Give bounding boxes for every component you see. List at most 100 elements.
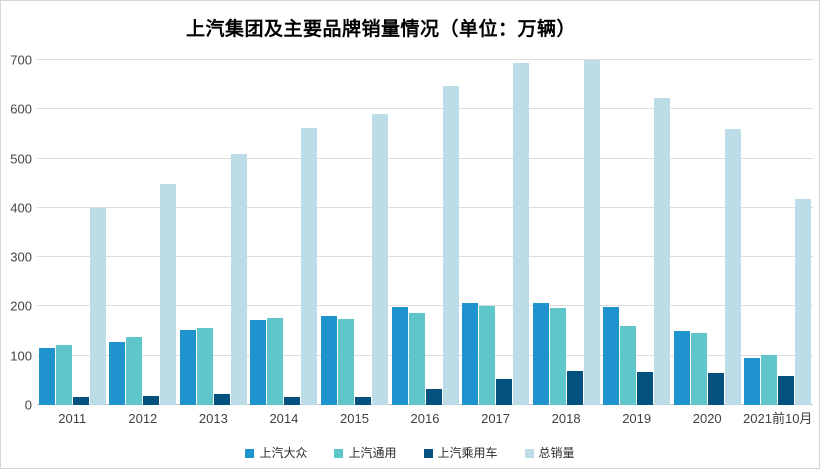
bar-group: 2018 [531,60,602,425]
x-axis-label: 2014 [269,411,299,426]
y-tick-label: 600 [10,101,32,117]
bar [160,183,177,405]
legend-item: 上汽乘用车 [423,446,498,460]
bar [267,318,284,405]
bar [654,97,671,405]
gridline [37,157,813,159]
bar [513,63,530,405]
bar [179,330,196,405]
bar [707,373,724,405]
y-tick-label: 400 [10,200,32,216]
x-axis-label: 2012 [128,411,158,426]
bar [354,397,371,405]
bar [425,389,442,405]
y-tick-label: 700 [10,52,32,68]
bar [391,306,408,405]
gridline [37,354,813,356]
legend-swatch-icon [334,448,344,458]
bar-group: 2021前10月 [742,60,813,425]
gridline [37,206,813,208]
legend-label: 上汽乘用车 [437,446,498,460]
bar-group: 2013 [178,60,249,425]
bar-group: 2020 [672,60,743,425]
gridline [37,256,813,258]
y-tick-label: 200 [10,298,32,314]
bar [337,318,354,405]
x-axis-label: 2020 [692,411,722,426]
legend-item: 上汽大众 [245,447,307,459]
bar [284,396,301,405]
bar [532,303,549,405]
bar [38,347,55,405]
y-tick-label: 0 [24,397,32,413]
bar [408,312,425,405]
bar [72,397,89,405]
bar [126,336,143,405]
grid-layer [37,59,813,405]
bar [549,307,566,405]
y-tick-label: 300 [10,249,32,265]
bar [673,331,690,405]
bar [583,60,600,405]
x-axis-label: 2021前10月 [743,411,813,426]
bar [724,129,741,405]
legend-swatch-icon [524,448,534,458]
bar [620,326,637,405]
bar [196,327,213,405]
bar [55,344,72,405]
bar [761,355,778,405]
bar-group: 2011 [37,60,108,425]
bar [566,370,583,405]
bar [109,341,126,405]
bar [462,303,479,405]
bar [795,198,812,405]
bar-group: 2015 [319,60,390,425]
x-axis-label: 2019 [622,411,652,426]
gridline [37,305,813,307]
bar [320,316,337,405]
bar [603,306,620,405]
x-axis-label: 2011 [58,411,87,426]
legend-item: 总销量 [524,446,575,460]
x-axis-label: 2018 [551,411,581,426]
y-tick-label: 100 [10,348,32,364]
bar [213,394,230,405]
bar [371,114,388,405]
legend-label: 上汽大众 [259,446,308,460]
bar [496,379,513,405]
x-axis-label: 2015 [340,411,369,426]
bar [230,153,247,405]
bar-group: 2016 [390,60,461,425]
legend-label: 总销量 [538,446,575,460]
plot-area: 2011 2012 2013 2014 2015 2016 2017 2018 2019 2020… [37,59,813,425]
bar [778,376,795,405]
bar [89,207,106,405]
bar [442,85,459,405]
bars-layer: 2011 2012 2013 2014 2015 2016 2017 2018 2019 2020… [37,60,813,425]
bar [301,128,318,405]
bar [479,306,496,405]
bar [744,358,761,405]
legend-swatch-icon [423,448,433,458]
legend: 上汽大众 上汽通用 上汽乘用车 总销量 [1,447,819,459]
bar-group: 2012 [108,60,179,425]
gridline [37,59,813,60]
x-axis-label: 2016 [410,411,440,426]
bar [690,333,707,405]
x-axis-label: 2013 [198,411,228,426]
bar [250,320,267,405]
bar [143,395,160,405]
bar-group: 2017 [460,60,531,425]
y-axis: 0 100 200 300 400 500 600 700 [1,54,32,412]
y-tick-label: 500 [10,151,32,167]
gridline [37,108,813,110]
bar-group: 2014 [249,60,320,425]
bar-group: 2019 [601,60,672,425]
legend-label: 上汽通用 [348,446,397,460]
legend-swatch-icon [245,448,255,458]
x-axis-line [37,404,813,405]
bar [637,371,654,405]
chart-title: 上汽集团及主要品牌销量情况（单位：万辆） [185,19,576,40]
x-axis-label: 2017 [481,411,511,426]
